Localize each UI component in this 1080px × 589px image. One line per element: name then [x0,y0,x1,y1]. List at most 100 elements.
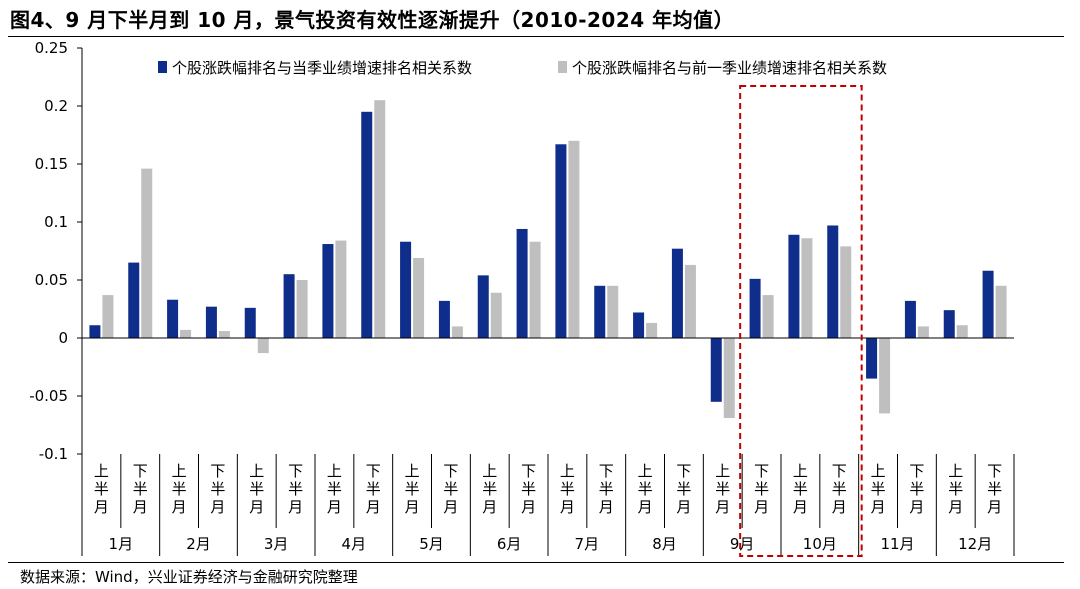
x-sub-label-char: 上 [249,462,264,480]
x-month-label: 5月 [419,535,444,553]
x-sub-label-char: 半 [482,480,497,498]
x-sub-label-char: 半 [832,480,847,498]
legend-series2-swatch [558,61,567,73]
bar-series1 [516,228,528,338]
bar-series2 [296,280,308,338]
x-sub-label-char: 半 [443,480,458,498]
x-sub-label-char: 半 [366,480,381,498]
highlight-box [739,85,863,557]
y-tick-label: 0.15 [35,155,68,173]
bar-series2 [684,264,696,338]
x-month-label: 3月 [264,535,289,553]
y-tick-label: 0 [58,329,68,347]
x-month-label: 1月 [109,535,134,553]
x-month-label: 7月 [575,535,600,553]
x-sub-label-char: 半 [249,480,264,498]
x-sub-label-char: 半 [909,480,924,498]
x-sub-label-char: 月 [832,498,847,516]
bar-series2 [490,292,502,338]
x-sub-label-char: 月 [443,498,458,516]
x-sub-label-char: 上 [94,462,109,480]
x-sub-label-char: 下 [521,462,536,480]
bar-series2 [141,168,153,338]
x-sub-label-char: 半 [210,480,225,498]
bar-series2 [607,285,619,338]
bar-series1 [904,300,916,338]
x-sub-label-char: 上 [482,462,497,480]
x-sub-label-char: 月 [987,498,1002,516]
x-sub-label-char: 月 [871,498,886,516]
x-sub-label-char: 月 [793,498,808,516]
bar-series1 [167,299,179,338]
bar-series2 [995,285,1007,338]
bar-series2 [180,329,192,338]
x-sub-label-char: 半 [172,480,187,498]
x-sub-label-char: 上 [405,462,420,480]
bar-series1 [322,244,334,338]
x-sub-label-char: 月 [366,498,381,516]
bar-series1 [283,274,295,338]
x-sub-label-char: 半 [133,480,148,498]
bar-series2 [529,241,541,338]
x-sub-label-char: 月 [482,498,497,516]
bar-series1 [788,234,800,338]
bar-series1 [477,275,489,338]
x-sub-label-char: 月 [94,498,109,516]
x-sub-label-char: 月 [599,498,614,516]
bar-series1 [633,312,645,338]
x-sub-label-char: 下 [832,462,847,480]
bar-series1 [205,306,217,338]
y-tick-label: 0.2 [44,97,68,115]
x-sub-label-char: 半 [599,480,614,498]
bar-series2 [568,140,580,338]
source-note: 数据来源：Wind，兴业证券经济与金融研究院整理 [20,568,358,586]
x-sub-label-char: 月 [715,498,730,516]
bar-series1 [710,338,722,402]
bar-series1 [827,225,839,338]
x-sub-label-char: 半 [715,480,730,498]
bar-series1 [671,248,683,338]
bar-series2 [218,331,230,338]
x-sub-label-char: 半 [754,480,769,498]
x-sub-label-char: 下 [443,462,458,480]
bar-series2 [879,338,891,414]
x-sub-label-char: 下 [133,462,148,480]
x-month-label: 4月 [342,535,367,553]
x-sub-label-char: 下 [288,462,303,480]
x-sub-label-char: 下 [909,462,924,480]
bar-series1 [555,144,567,338]
bar-series2 [257,338,269,354]
bar-series1 [866,338,878,379]
x-sub-label-char: 半 [94,480,109,498]
bar-series2 [335,240,347,338]
y-tick-label: 0.1 [44,213,68,231]
x-sub-label-char: 下 [210,462,225,480]
x-month-label: 2月 [186,535,211,553]
x-sub-label-char: 月 [676,498,691,516]
x-sub-label-char: 月 [948,498,963,516]
x-month-label: 12月 [958,535,992,553]
bar-series1 [943,310,955,338]
x-month-label: 11月 [880,535,914,553]
bar-series2 [374,100,386,338]
x-sub-label-char: 下 [754,462,769,480]
x-sub-label-char: 月 [521,498,536,516]
x-sub-label-char: 半 [987,480,1002,498]
x-sub-label-char: 上 [172,462,187,480]
bar-series1 [400,241,412,338]
x-month-label: 6月 [497,535,522,553]
x-sub-label-char: 半 [871,480,886,498]
bar-series1 [982,270,994,338]
x-sub-label-char: 月 [133,498,148,516]
x-sub-label-char: 月 [638,498,653,516]
x-sub-label-char: 月 [754,498,769,516]
x-sub-label-char: 下 [676,462,691,480]
x-sub-label-char: 月 [909,498,924,516]
x-sub-label-char: 月 [560,498,575,516]
x-sub-label-char: 上 [948,462,963,480]
x-sub-label-char: 月 [249,498,264,516]
bar-series2 [762,295,774,338]
x-sub-label-char: 半 [405,480,420,498]
x-sub-label-char: 月 [172,498,187,516]
x-sub-label-char: 半 [521,480,536,498]
